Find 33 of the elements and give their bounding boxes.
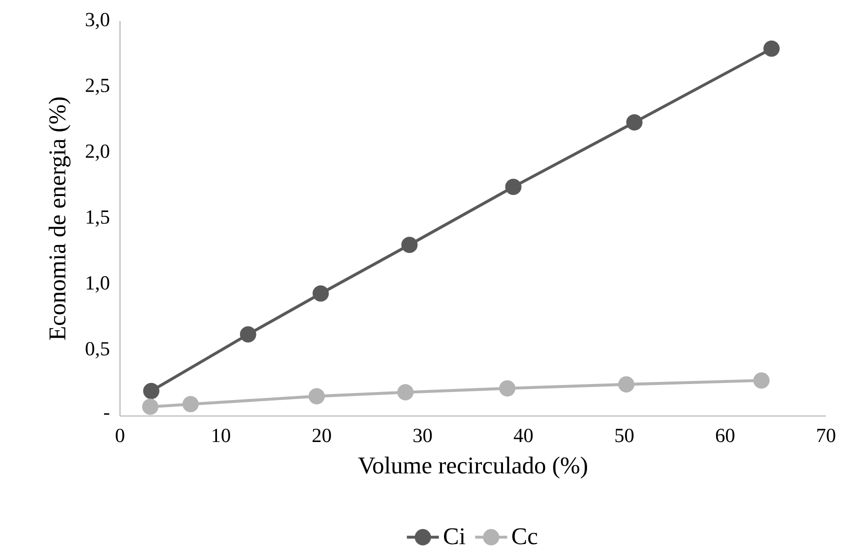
point (763, 40, 780, 57)
point (499, 380, 516, 396)
x-tick-label: 30 (414, 428, 432, 442)
point (397, 384, 414, 400)
y-tick-label: 0,5 (86, 342, 110, 358)
x-tick-label: 10 (212, 428, 230, 442)
point (240, 326, 256, 343)
y-tick-label: 3,0 (86, 12, 110, 30)
x-axis-title: Volume recirculado (%) (358, 456, 588, 478)
y-tick-label: 1,5 (86, 210, 110, 227)
point (182, 396, 199, 412)
point (505, 178, 522, 196)
x-tick-label: 60 (716, 428, 734, 442)
point (401, 236, 418, 253)
y-tick-label: - (104, 413, 110, 415)
y-tick-label: 2,0 (86, 144, 110, 161)
x-tick-label: 40 (514, 428, 533, 442)
y-tick-label: 2,5 (86, 78, 110, 95)
point (143, 382, 160, 400)
point (142, 398, 158, 415)
point (618, 376, 634, 393)
legend-label: Ci (444, 528, 466, 544)
x-tick-label: 70 (817, 428, 836, 442)
point (312, 285, 329, 302)
x-tick-label: 50 (615, 428, 634, 442)
legend-label: Cc (512, 528, 538, 544)
point (308, 388, 325, 404)
point (626, 114, 643, 131)
y-axis-title: Economia de energia (%) (48, 97, 70, 340)
point (753, 372, 770, 389)
x-tick-label: 0 (116, 428, 124, 442)
x-tick-label: 20 (312, 428, 331, 442)
y-tick-label: 1,0 (86, 276, 110, 293)
